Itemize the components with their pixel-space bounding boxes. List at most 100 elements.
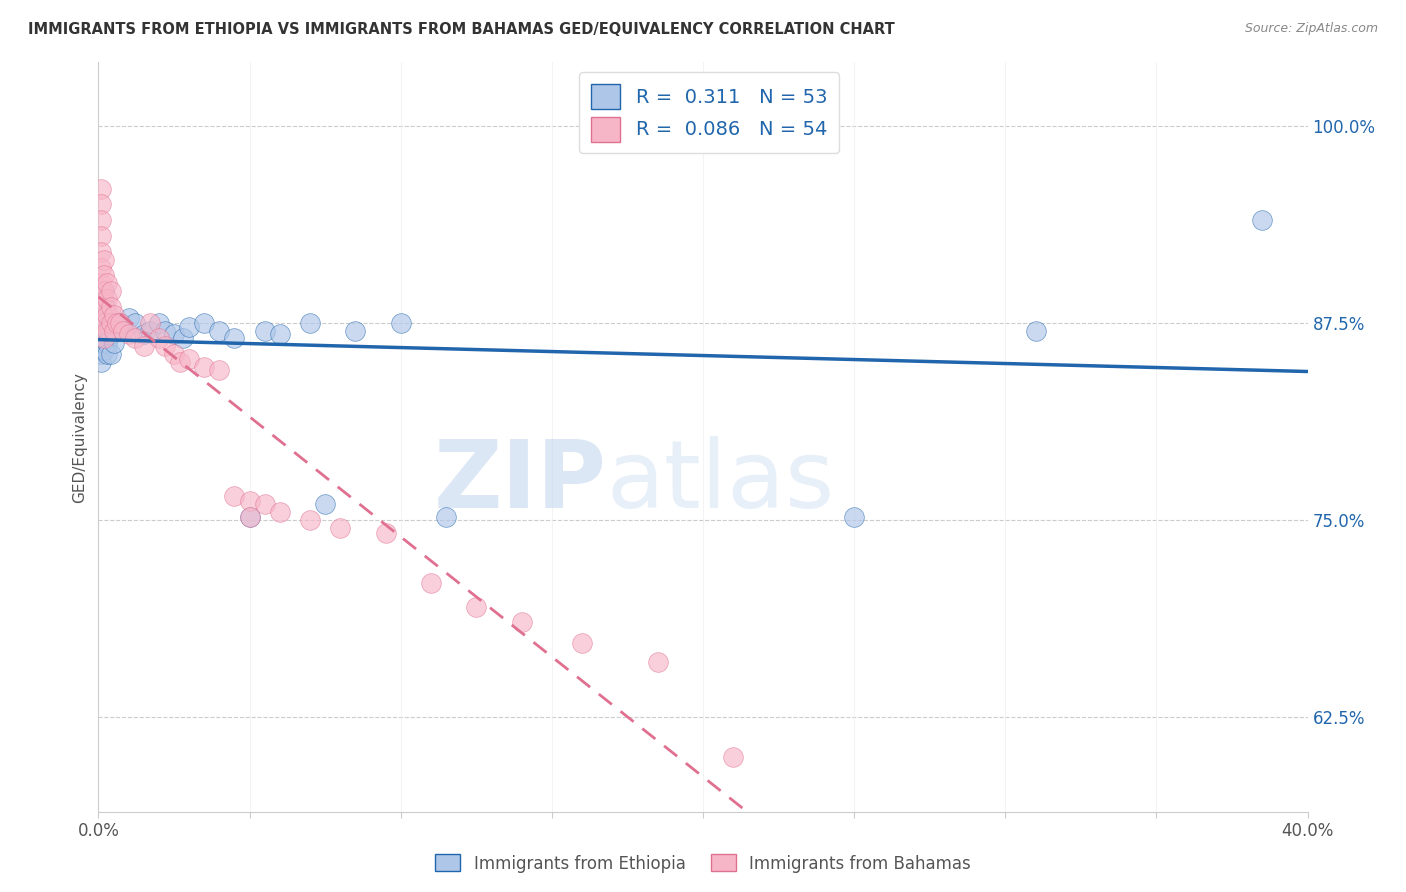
Point (90, 244, 112, 259)
Point (153, 324, 176, 338)
Point (434, 509, 457, 524)
Text: ZIP: ZIP (433, 436, 606, 528)
Point (100, 316, 122, 330)
Point (111, 324, 134, 338)
Point (103, 324, 125, 338)
Point (179, 351, 201, 366)
Point (172, 331, 194, 345)
Point (90, 181, 112, 195)
Point (93, 284, 115, 298)
Point (90, 334, 112, 349)
Point (93, 308, 115, 322)
Point (93, 343, 115, 357)
Point (90, 260, 112, 275)
Point (269, 505, 291, 519)
Point (105, 324, 128, 338)
Point (100, 326, 122, 341)
Point (93, 252, 115, 267)
Point (1251, 213, 1274, 227)
Point (844, 509, 866, 524)
Point (105, 316, 128, 330)
Point (108, 316, 131, 330)
Point (148, 316, 170, 330)
Point (90, 295, 112, 310)
Point (100, 284, 122, 298)
Point (96, 326, 118, 341)
Point (100, 300, 122, 314)
Point (96, 308, 118, 322)
Point (93, 324, 115, 338)
Point (90, 331, 112, 345)
Point (96, 324, 118, 338)
Point (118, 326, 141, 341)
Point (208, 324, 231, 338)
Point (208, 363, 231, 377)
Point (103, 336, 125, 351)
Point (100, 316, 122, 330)
Point (103, 324, 125, 338)
Legend: R =  0.311   N = 53, R =  0.086   N = 54: R = 0.311 N = 53, R = 0.086 N = 54 (579, 72, 839, 153)
Point (90, 304, 112, 318)
Point (723, 749, 745, 764)
Point (93, 316, 115, 330)
Point (329, 521, 352, 535)
Point (647, 655, 669, 669)
Point (93, 300, 115, 314)
Point (389, 316, 412, 330)
Point (93, 331, 115, 345)
Point (224, 331, 246, 345)
Point (153, 339, 176, 353)
Point (239, 509, 262, 524)
Point (90, 347, 112, 361)
Point (90, 197, 112, 211)
Point (239, 494, 262, 508)
Point (93, 316, 115, 330)
Text: IMMIGRANTS FROM ETHIOPIA VS IMMIGRANTS FROM BAHAMAS GED/EQUIVALENCY CORRELATION : IMMIGRANTS FROM ETHIOPIA VS IMMIGRANTS F… (28, 22, 894, 37)
Point (108, 316, 131, 330)
Point (96, 316, 118, 330)
Text: Source: ZipAtlas.com: Source: ZipAtlas.com (1244, 22, 1378, 36)
Point (90, 284, 112, 298)
Point (90, 318, 112, 333)
Point (118, 310, 141, 325)
Point (90, 355, 112, 369)
Point (96, 336, 118, 351)
Point (253, 324, 276, 338)
Point (90, 277, 112, 291)
Point (90, 213, 112, 227)
Point (96, 347, 118, 361)
Point (299, 513, 322, 527)
Legend: Immigrants from Ethiopia, Immigrants from Bahamas: Immigrants from Ethiopia, Immigrants fro… (429, 847, 977, 880)
Point (100, 347, 122, 361)
Point (124, 316, 146, 330)
Point (344, 324, 367, 338)
Point (239, 509, 262, 524)
Point (193, 359, 215, 374)
Point (148, 331, 170, 345)
Point (103, 308, 125, 322)
Point (93, 295, 115, 310)
Point (90, 310, 112, 325)
Point (139, 316, 162, 330)
Point (111, 324, 134, 338)
Point (96, 304, 118, 318)
Point (1024, 324, 1046, 338)
Point (374, 525, 396, 540)
Point (90, 324, 112, 338)
Point (224, 489, 246, 503)
Point (90, 316, 112, 330)
Point (96, 292, 118, 306)
Point (269, 326, 291, 341)
Point (90, 339, 112, 353)
Point (571, 636, 593, 650)
Point (193, 316, 215, 330)
Y-axis label: GED/Equivalency: GED/Equivalency (72, 372, 87, 502)
Point (90, 316, 112, 330)
Point (90, 229, 112, 244)
Point (132, 339, 155, 353)
Point (314, 497, 336, 511)
Point (510, 615, 533, 630)
Point (465, 599, 488, 614)
Point (93, 331, 115, 345)
Point (96, 277, 118, 291)
